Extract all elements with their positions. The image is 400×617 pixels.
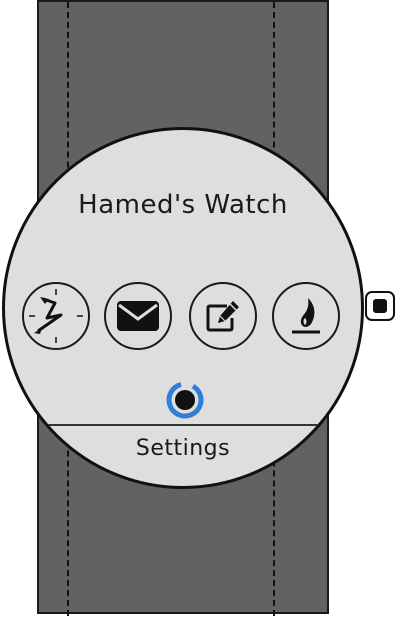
clock-app-button[interactable]: [22, 282, 90, 350]
edit-icon: [206, 301, 239, 332]
fire-app-button[interactable]: [272, 282, 340, 350]
mail-app-button[interactable]: [104, 282, 172, 350]
clock-icon: [29, 289, 83, 343]
crown-inner: [373, 299, 387, 313]
watch-crown-button[interactable]: [365, 291, 395, 321]
settings-divider: [5, 424, 361, 426]
watch-title: Hamed's Watch: [78, 190, 288, 220]
flame-icon: [292, 298, 320, 334]
watch-face: Hamed's Watch: [2, 127, 364, 489]
notes-app-button[interactable]: [189, 282, 257, 350]
loading-spinner: [166, 381, 204, 419]
settings-button[interactable]: Settings: [135, 436, 231, 461]
envelope-icon: [117, 301, 159, 331]
